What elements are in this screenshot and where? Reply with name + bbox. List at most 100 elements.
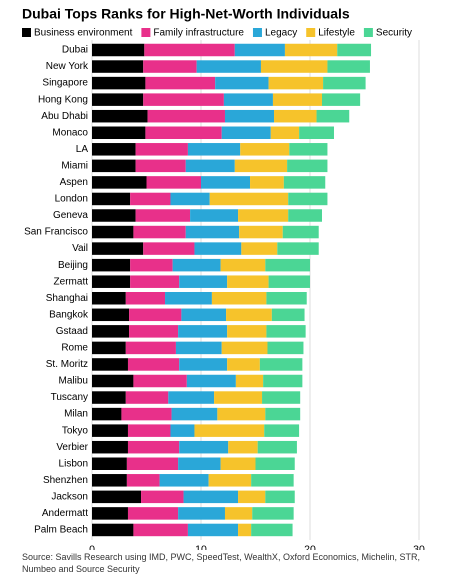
y-tick-label: Malibu: [59, 376, 88, 387]
bar-segment: [267, 341, 304, 355]
bar-segment: [125, 391, 169, 404]
bar-segment: [268, 76, 324, 90]
bar-segment: [92, 109, 148, 123]
bar-segment: [92, 176, 147, 189]
bar-segment: [337, 43, 372, 57]
y-tick-label: Gstaad: [56, 326, 88, 337]
bar-segment: [146, 176, 201, 189]
legend-label: Lifestyle: [318, 28, 355, 39]
y-tick-label: Geneva: [53, 210, 88, 221]
y-tick-label: Singapore: [42, 78, 88, 89]
bar-segment: [185, 159, 235, 173]
bar-segment: [235, 374, 264, 388]
bar-segment: [147, 109, 225, 123]
bar-segment: [92, 292, 126, 305]
bar-segment: [92, 76, 146, 90]
bar-segment: [263, 374, 303, 388]
bar-segment: [129, 325, 179, 338]
bar-segment: [92, 242, 144, 255]
bar-segment: [223, 93, 273, 106]
bar-segment: [145, 76, 216, 90]
bar-segment: [181, 308, 227, 322]
bar-segment: [196, 60, 261, 73]
bar-segment: [127, 424, 171, 437]
bar-segment: [179, 275, 228, 288]
bar-segment: [226, 308, 272, 322]
bar-segment: [170, 192, 210, 206]
bar-segment: [92, 457, 127, 470]
bar-segment: [214, 391, 263, 404]
bar-segment: [92, 507, 128, 520]
bar-segment: [127, 507, 179, 520]
bar-segment: [125, 341, 176, 355]
bar-segment: [259, 358, 303, 371]
x-tick-label: 10: [195, 544, 207, 550]
legend-swatch: [363, 28, 373, 37]
bar-segment: [224, 109, 275, 123]
bar-segment: [270, 126, 300, 139]
bar-segment: [234, 159, 288, 173]
bar-segment: [144, 43, 235, 57]
bar-segment: [194, 424, 265, 437]
bar-segment: [209, 192, 289, 206]
bar-segment: [228, 440, 258, 454]
bar-segment: [121, 407, 172, 421]
bar-segment: [201, 176, 251, 189]
y-tick-label: Tokyo: [62, 425, 89, 436]
bar-segment: [316, 109, 350, 123]
chart-title: Dubai Tops Ranks for High-Net-Worth Indi…: [22, 6, 350, 22]
bar-segment: [171, 407, 218, 421]
y-tick-label: Tuscany: [51, 392, 88, 403]
bar-segment: [135, 143, 188, 156]
bar-segment: [130, 192, 171, 206]
x-tick-label: 30: [413, 544, 425, 550]
bar-segment: [272, 93, 322, 106]
y-tick-label: Rome: [61, 343, 88, 354]
bar-segment: [187, 143, 241, 156]
bar-segment: [92, 341, 126, 355]
bar-segment: [130, 275, 180, 288]
y-tick-label: St. Moritz: [46, 359, 88, 370]
y-tick-label: Beijing: [58, 260, 88, 271]
bar-segment: [265, 258, 310, 272]
bar-segment: [135, 209, 191, 222]
bar-segment: [321, 93, 361, 106]
bar-segment: [178, 325, 228, 338]
y-tick-label: Shenzhen: [43, 475, 88, 486]
bar-segment: [165, 292, 212, 305]
bar-segment: [92, 192, 131, 206]
y-tick-label: Dubai: [62, 45, 88, 56]
y-tick-label: LA: [76, 144, 89, 155]
bar-segment: [143, 60, 197, 73]
y-tick-label: Aspen: [60, 177, 88, 188]
bar-segment: [185, 225, 240, 239]
bar-segment: [220, 258, 266, 272]
bar-segment: [211, 292, 267, 305]
bar-segment: [92, 523, 134, 537]
bar-segment: [277, 242, 319, 255]
bar-segment: [255, 457, 295, 470]
bar-segment: [271, 308, 305, 322]
y-tick-label: Monaco: [52, 127, 88, 138]
legend-swatch: [22, 28, 31, 37]
bar-segment: [126, 457, 179, 470]
bar-segment: [170, 424, 195, 437]
y-tick-label: Palm Beach: [34, 525, 88, 536]
bar-segment: [92, 374, 134, 388]
legend-label: Legacy: [265, 28, 297, 39]
y-tick-label: Verbier: [56, 442, 88, 453]
bar-segment: [135, 159, 186, 173]
bar-segment: [227, 358, 260, 371]
bar-segment: [262, 391, 301, 404]
bar-segment: [274, 109, 317, 123]
bar-segment: [129, 308, 182, 322]
y-tick-label: London: [55, 194, 88, 205]
bar-segment: [141, 490, 184, 504]
bar-segment: [178, 507, 225, 520]
legend-swatch: [141, 28, 151, 37]
y-tick-label: Milan: [64, 409, 88, 420]
bar-segment: [190, 209, 239, 222]
bar-segment: [92, 407, 122, 421]
bar-segment: [92, 424, 128, 437]
